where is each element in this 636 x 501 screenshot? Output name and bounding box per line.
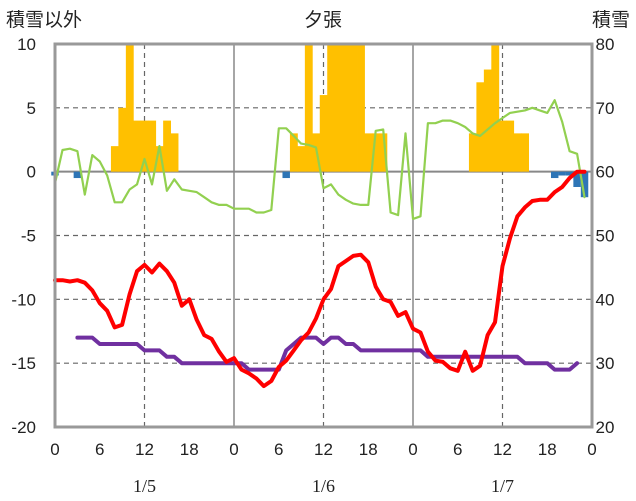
bar bbox=[371, 133, 380, 172]
bar bbox=[513, 133, 522, 172]
bar bbox=[155, 146, 164, 172]
x-tick-label: 0 bbox=[587, 440, 596, 459]
right-tick-label: 70 bbox=[596, 99, 615, 118]
blue-bar bbox=[565, 171, 574, 176]
grid bbox=[55, 44, 592, 427]
blue-bar bbox=[73, 171, 82, 179]
bar bbox=[327, 44, 336, 172]
right-tick-label: 50 bbox=[596, 227, 615, 246]
bar bbox=[133, 120, 142, 172]
x-tick-label: 0 bbox=[408, 440, 417, 459]
blue-bar bbox=[282, 171, 290, 179]
bar bbox=[110, 146, 119, 172]
x-tick-label: 12 bbox=[314, 440, 333, 459]
bar bbox=[148, 120, 157, 172]
x-tick-label: 18 bbox=[538, 440, 557, 459]
right-tick-label: 30 bbox=[596, 354, 615, 373]
bar bbox=[521, 133, 530, 172]
bar bbox=[289, 133, 298, 172]
bar bbox=[476, 82, 485, 172]
bar bbox=[304, 44, 313, 172]
left-tick-label: -15 bbox=[11, 354, 36, 373]
left-tick-label: 5 bbox=[27, 99, 36, 118]
left-tick-label: 0 bbox=[27, 163, 36, 182]
blue-bar bbox=[558, 171, 566, 176]
bar bbox=[334, 44, 343, 172]
bar bbox=[506, 120, 515, 172]
bar bbox=[498, 120, 507, 172]
right-axis-title: 積雪 bbox=[592, 9, 630, 31]
bar bbox=[364, 133, 373, 172]
blue-bar bbox=[580, 171, 589, 198]
bar bbox=[349, 44, 358, 172]
small-blue-bars bbox=[51, 171, 589, 198]
x-tick-label: 6 bbox=[453, 440, 462, 459]
blue-bar bbox=[573, 171, 581, 187]
x-tick-label: 18 bbox=[180, 440, 199, 459]
right-tick-label: 80 bbox=[596, 35, 615, 54]
bar bbox=[468, 133, 477, 172]
date-label: 1/6 bbox=[312, 476, 335, 496]
bar bbox=[118, 107, 127, 172]
series-lines bbox=[53, 99, 587, 389]
bar bbox=[163, 120, 172, 172]
bar bbox=[379, 133, 388, 172]
bar bbox=[342, 44, 351, 172]
x-tick-label: 6 bbox=[95, 440, 104, 459]
chart-title: 夕張 bbox=[304, 9, 342, 31]
left-tick-label: -5 bbox=[21, 227, 36, 246]
right-axis-ticks: 80 70 60 50 40 30 20 bbox=[596, 35, 615, 437]
bar bbox=[491, 44, 500, 172]
bar bbox=[357, 44, 365, 172]
plot-frame bbox=[53, 42, 594, 429]
blue-bar bbox=[550, 171, 559, 179]
x-tick-label: 0 bbox=[229, 440, 238, 459]
left-axis-ticks: 10 5 0 -5 -10 -15 -20 bbox=[11, 35, 36, 437]
right-tick-label: 60 bbox=[596, 163, 615, 182]
bar bbox=[483, 69, 492, 172]
right-tick-label: 40 bbox=[596, 290, 615, 309]
x-tick-label: 12 bbox=[135, 440, 154, 459]
left-tick-label: -20 bbox=[11, 418, 36, 437]
series-line bbox=[53, 99, 586, 220]
series-line bbox=[75, 335, 580, 372]
x-tick-label: 0 bbox=[50, 440, 59, 459]
right-tick-label: 20 bbox=[596, 418, 615, 437]
bar bbox=[125, 44, 134, 172]
date-labels: 1/5 1/6 1/7 bbox=[133, 476, 514, 496]
left-tick-label: 10 bbox=[17, 35, 36, 54]
x-tick-label: 18 bbox=[359, 440, 378, 459]
series-line bbox=[53, 169, 587, 389]
bar bbox=[297, 146, 306, 172]
x-tick-label: 6 bbox=[274, 440, 283, 459]
left-axis-title: 積雪以外 bbox=[6, 9, 82, 31]
bar bbox=[140, 120, 149, 172]
bar bbox=[319, 95, 328, 172]
bar bbox=[170, 133, 179, 172]
date-label: 1/5 bbox=[133, 476, 156, 496]
x-axis-ticks: 0 6 12 18 0 6 12 18 0 6 12 18 0 bbox=[50, 440, 596, 459]
left-tick-label: -10 bbox=[11, 290, 36, 309]
date-label: 1/7 bbox=[491, 476, 514, 496]
x-tick-label: 12 bbox=[493, 440, 512, 459]
